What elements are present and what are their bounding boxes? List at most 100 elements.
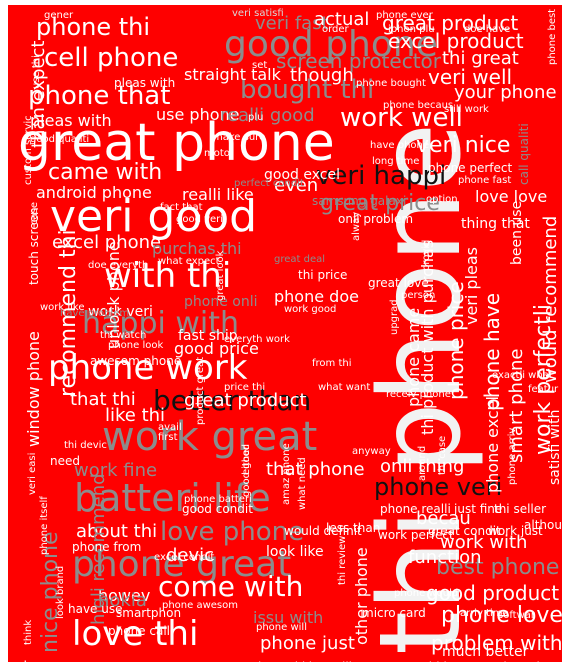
word-function: function: [408, 547, 482, 568]
word-have-problem: have problem: [60, 308, 130, 319]
word-phone-veri: phone veri: [374, 473, 503, 501]
word-that-phone: that phone: [266, 459, 365, 480]
word-work-veri: work veri: [88, 304, 153, 320]
word-work-just: work just: [488, 524, 543, 538]
word-moto: moto: [204, 148, 230, 159]
word-work-like: work like: [40, 302, 85, 313]
word-better-than: better than: [153, 384, 312, 417]
word-phone-bought: phone bought: [356, 78, 426, 89]
word-thi-great: thi great: [442, 48, 519, 69]
word-phone-becaus: phone becaus: [383, 100, 454, 111]
word-devic: devic: [166, 545, 215, 566]
word-phone-love: phone love: [441, 603, 562, 628]
word-phone-that: phone that: [28, 81, 171, 111]
word-have-use: have use: [68, 602, 123, 616]
word-micro-card: micro card: [362, 606, 426, 620]
word-purchas-thi: purchas thi: [152, 239, 242, 258]
word-work-fine: work fine: [74, 460, 158, 481]
word-pleas-with: pleas with: [114, 76, 176, 90]
word-about-thi: about thi: [76, 521, 158, 542]
word-thi-watch: thi watch: [100, 330, 147, 341]
word-set: set: [252, 60, 268, 71]
word-have-phone: have phone: [370, 140, 430, 151]
word-thi-review: thi review: [337, 535, 348, 585]
word-satisfi-with: satisfi with: [547, 409, 562, 485]
word-call-qualiti: call qualiti: [517, 123, 531, 185]
word-phone-look: phone look: [108, 340, 164, 351]
word-phone-work: phone work: [48, 348, 248, 388]
word-product-great: product great: [195, 356, 206, 425]
word-cell-phone: cell phone: [44, 43, 179, 73]
word-your-phone: your phone: [454, 82, 557, 103]
word-good-good: good good: [241, 443, 252, 497]
word-iphon-plu: iphon plu: [388, 24, 435, 35]
word-gener: gener: [44, 10, 74, 21]
word-excel-product: excel product: [388, 29, 524, 53]
word-thi-devic: thi devic: [64, 440, 107, 451]
word-love-love: love love: [475, 187, 548, 206]
word-pleas-with: pleas with: [30, 111, 112, 130]
word-thi-case: thi case: [437, 435, 448, 475]
word-phone-itself: phone itself: [39, 496, 50, 555]
word-good-condit: good condit: [182, 502, 253, 516]
word-anyway: anyway: [352, 446, 391, 457]
word-phone-will: phone will: [256, 622, 307, 633]
word-softwar: softwar: [498, 610, 536, 621]
word-option: option: [426, 194, 458, 205]
word-phone-great: phone great: [72, 544, 292, 585]
word-phone-excel: phone excel: [483, 396, 502, 493]
word-good-product: good product: [426, 581, 560, 605]
word-actual: actual: [314, 9, 370, 30]
word-what-expect: what expect: [158, 256, 220, 267]
word-work-well: work well: [340, 103, 463, 133]
word-fact-that: fact that: [160, 202, 203, 213]
word-phone-batteri: phone batteri: [184, 494, 252, 505]
word-what-need: what need: [297, 457, 308, 510]
word-thing-that: thing that: [461, 216, 530, 232]
word-great-look: great look: [215, 250, 226, 301]
word-phone-would: phone would: [394, 588, 459, 599]
word-onli-thing: onli thing: [380, 456, 465, 477]
word-veri-happi: veri happi: [316, 161, 447, 191]
word-would-definit: would definit: [284, 524, 362, 538]
word-plu: plu: [248, 112, 264, 123]
word-avail: avail: [158, 422, 182, 433]
word-thi-seller: thi seller: [494, 502, 547, 516]
word-doe-have: doe have: [464, 24, 511, 35]
word-phone-have: phone have: [480, 292, 504, 411]
word-amaz-phone: amaz phone: [281, 443, 292, 505]
word-phone-awesom: phone awesom: [162, 600, 239, 611]
word-everyth-work: everyth work: [224, 334, 290, 345]
word-use-phone: use phone: [156, 105, 240, 124]
word-thi-best: thi best: [424, 661, 469, 662]
word-alway: alway: [351, 211, 362, 241]
word-with-thi: with thi: [104, 256, 232, 296]
word-problem-with: problem with: [431, 631, 562, 655]
word-great-product: great product: [382, 11, 519, 35]
word-nokia: nokia: [98, 590, 147, 611]
word-phone-fast: phone fast: [458, 175, 512, 186]
word-best-phone: best phone: [436, 555, 560, 580]
word-realli-good: realli good: [220, 105, 315, 126]
word-phone-from: phone from: [72, 540, 142, 554]
word-phone-perfect: phone perfect: [428, 161, 513, 175]
word-thi-price: thi price: [298, 268, 348, 282]
word-veri-well: veri well: [428, 65, 513, 89]
word-custom-servic: custom servic: [23, 115, 34, 185]
word-make-sure: make sure: [213, 132, 266, 143]
word-person: person: [401, 290, 436, 301]
word-great-deal: great deal: [274, 254, 326, 265]
word-like-thi: like thi: [105, 405, 166, 426]
word-featur: featur: [528, 384, 559, 395]
word-phone-arriv: phone arriv: [507, 427, 518, 485]
word-what-want: what want: [318, 382, 371, 393]
word-veri-fast: veri fast: [255, 13, 329, 34]
word-order: order: [322, 24, 349, 35]
word-case: case: [29, 202, 40, 225]
word-excel-phone: excel phone: [52, 232, 162, 253]
word-good-veri: good veri: [176, 214, 224, 225]
word-phone-amaz: phone amaz: [16, 660, 90, 662]
word-becau: becau: [416, 508, 471, 529]
word-though: though: [290, 65, 354, 86]
